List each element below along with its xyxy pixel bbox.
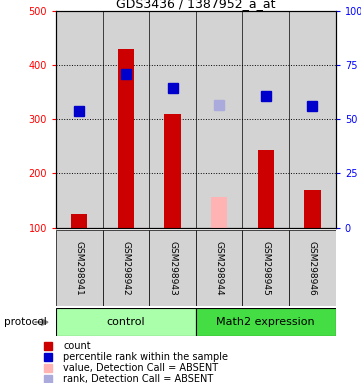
Bar [56, 11, 103, 228]
Bar [289, 11, 336, 228]
Bar [211, 197, 227, 228]
Bar [196, 230, 243, 306]
Text: protocol: protocol [4, 317, 46, 327]
Text: GSM298944: GSM298944 [215, 241, 224, 295]
Bar [103, 11, 149, 228]
Text: control: control [106, 317, 145, 327]
Bar [149, 230, 196, 306]
Bar [196, 11, 243, 228]
Bar [304, 190, 321, 228]
Bar [103, 230, 149, 306]
Text: value, Detection Call = ABSENT: value, Detection Call = ABSENT [63, 363, 218, 373]
Text: Math2 expression: Math2 expression [217, 317, 315, 327]
Bar [243, 230, 289, 306]
Text: rank, Detection Call = ABSENT: rank, Detection Call = ABSENT [63, 374, 213, 384]
Bar [71, 214, 87, 228]
Title: GDS3436 / 1387952_a_at: GDS3436 / 1387952_a_at [116, 0, 275, 10]
Text: GSM298943: GSM298943 [168, 241, 177, 295]
Bar [164, 114, 181, 228]
Bar [196, 308, 336, 336]
Bar [56, 230, 103, 306]
Text: percentile rank within the sample: percentile rank within the sample [63, 352, 228, 362]
Bar [258, 150, 274, 228]
Text: GSM298946: GSM298946 [308, 241, 317, 295]
Bar [289, 230, 336, 306]
Text: count: count [63, 341, 91, 351]
Text: GSM298945: GSM298945 [261, 241, 270, 295]
Bar [243, 11, 289, 228]
Text: GSM298942: GSM298942 [121, 241, 130, 295]
Bar [118, 49, 134, 228]
Bar [56, 308, 196, 336]
Bar [149, 11, 196, 228]
Text: GSM298941: GSM298941 [75, 241, 84, 295]
